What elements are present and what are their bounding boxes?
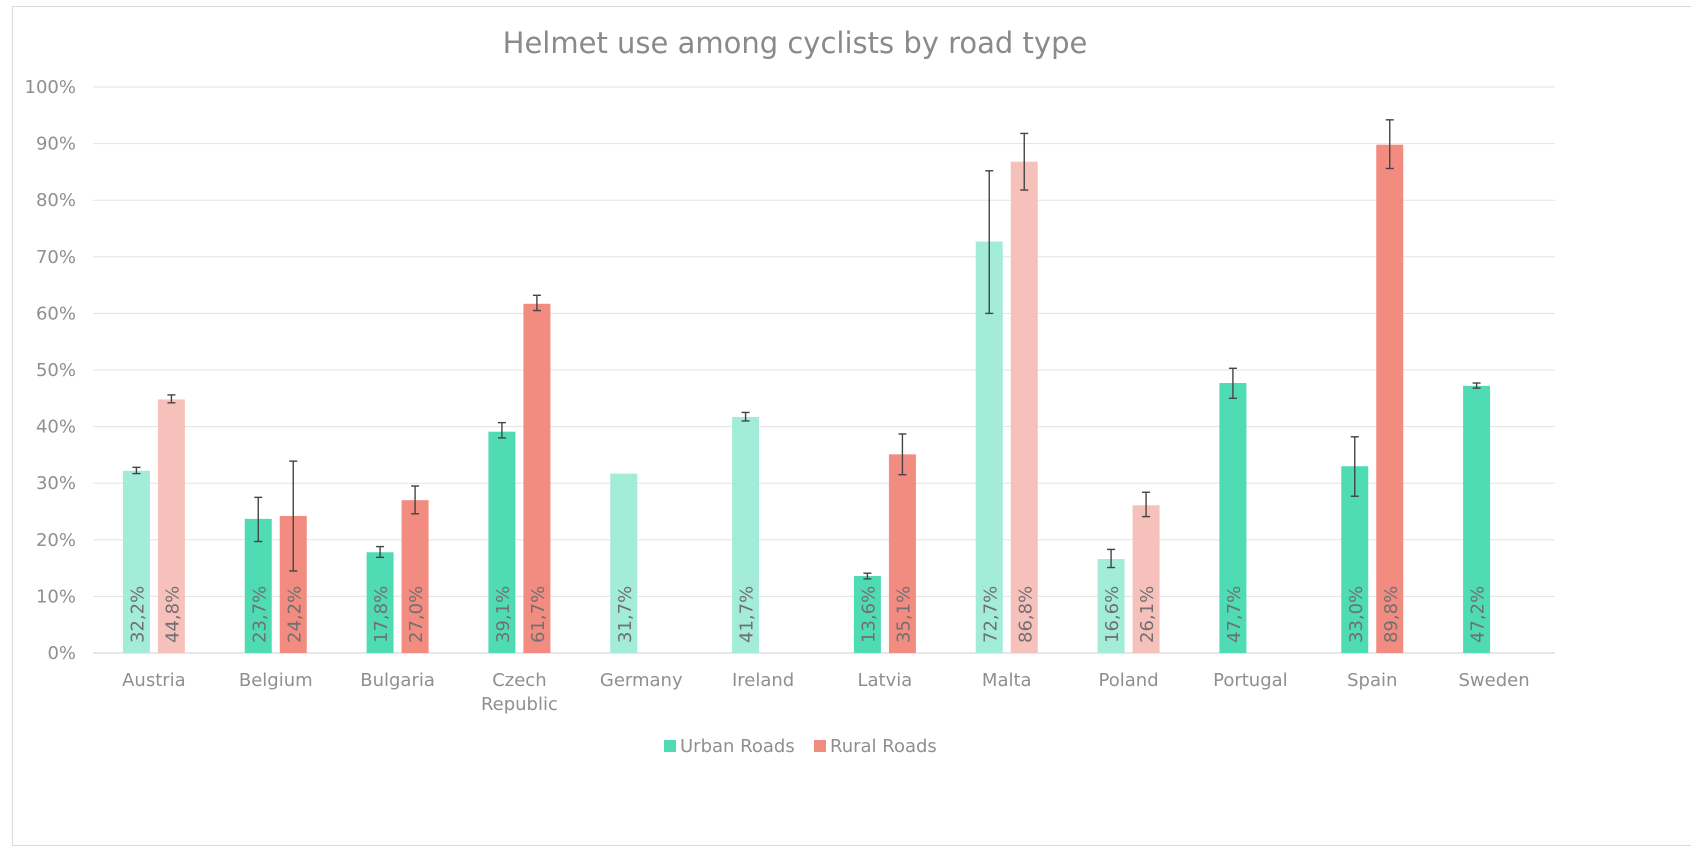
data-label: 61,7%: [528, 586, 549, 643]
x-tick-label: Czech: [492, 670, 546, 691]
x-tick-label: Sweden: [1459, 670, 1530, 691]
legend-swatch: [664, 740, 676, 752]
data-label: 16,6%: [1102, 586, 1123, 643]
y-tick-label: 100%: [25, 77, 76, 98]
data-label: 24,2%: [284, 586, 305, 643]
data-label: 47,2%: [1468, 586, 1489, 643]
x-tick-label: Ireland: [732, 670, 794, 691]
y-tick-label: 0%: [47, 643, 76, 664]
data-label: 33,0%: [1346, 586, 1367, 643]
bar-rural-malta: [1011, 162, 1038, 653]
data-label: 35,1%: [893, 586, 914, 643]
data-label: 32,2%: [127, 586, 148, 643]
gridlines: [93, 87, 1555, 653]
y-tick-label: 10%: [36, 586, 76, 607]
data-label: 27,0%: [406, 586, 427, 643]
x-tick-label: Portugal: [1213, 670, 1288, 691]
bars: [123, 145, 1490, 653]
data-label: 86,8%: [1015, 586, 1036, 643]
chart-title: Helmet use among cyclists by road type: [503, 26, 1088, 60]
x-tick-label: Poland: [1099, 670, 1159, 691]
y-axis-ticks: 0% 10% 20% 30% 40% 50% 60% 70% 80% 90% 100%: [25, 77, 76, 664]
x-tick-label: Spain: [1347, 670, 1397, 691]
legend-label: Urban Roads: [680, 736, 795, 757]
data-label: 89,8%: [1381, 586, 1402, 643]
x-tick-label: Republic: [481, 694, 558, 715]
x-axis-ticks: Austria Belgium Bulgaria Czech Republic Germa…: [122, 670, 1530, 715]
y-tick-label: 50%: [36, 360, 76, 381]
data-label: 47,7%: [1224, 586, 1245, 643]
data-label: 44,8%: [162, 586, 183, 643]
data-label: 39,1%: [493, 586, 514, 643]
y-tick-label: 40%: [36, 417, 76, 438]
y-tick-label: 70%: [36, 247, 76, 268]
data-label: 13,6%: [858, 586, 879, 643]
data-label: 26,1%: [1137, 586, 1158, 643]
legend: Urban Roads Rural Roads: [664, 736, 937, 757]
x-tick-label: Malta: [982, 670, 1032, 691]
x-tick-label: Germany: [600, 670, 683, 691]
bar-rural-spain: [1376, 145, 1403, 653]
y-tick-label: 80%: [36, 190, 76, 211]
x-tick-label: Latvia: [858, 670, 913, 691]
data-label: 72,7%: [980, 586, 1001, 643]
data-label: 41,7%: [737, 586, 758, 643]
data-label: 17,8%: [371, 586, 392, 643]
y-tick-label: 30%: [36, 473, 76, 494]
error-bars: [132, 120, 1480, 579]
legend-swatch: [814, 740, 826, 752]
x-tick-label: Austria: [122, 670, 186, 691]
x-tick-label: Belgium: [239, 670, 313, 691]
data-labels: 32,2% 23,7% 17,8% 39,1% 31,7% 41,7% 13,6% 72,7%…: [127, 586, 1488, 643]
data-label: 23,7%: [249, 586, 270, 643]
y-tick-label: 90%: [36, 134, 76, 155]
legend-label: Rural Roads: [830, 736, 937, 757]
data-label: 31,7%: [615, 586, 636, 643]
y-tick-label: 60%: [36, 303, 76, 324]
y-tick-label: 20%: [36, 530, 76, 551]
x-tick-label: Bulgaria: [360, 670, 435, 691]
